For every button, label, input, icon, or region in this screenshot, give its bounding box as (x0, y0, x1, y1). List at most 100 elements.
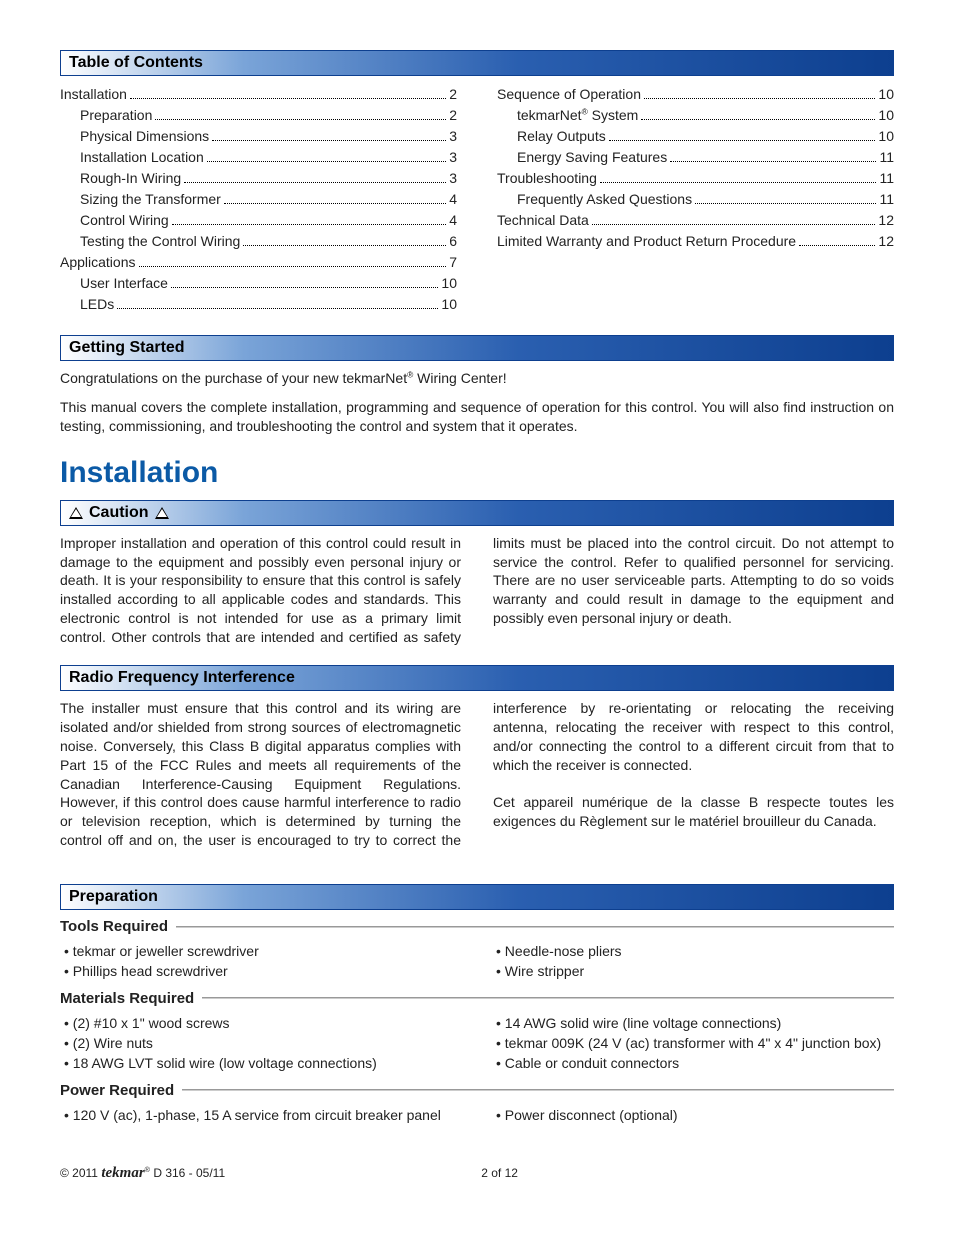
toc-entry: Testing the Control Wiring6 (60, 231, 457, 252)
power-required-rule: Power Required (60, 1082, 894, 1099)
toc-leader-dots (212, 140, 446, 141)
toc-label: Relay Outputs (517, 126, 606, 147)
toc-label: Preparation (80, 105, 152, 126)
materials-bullets: (2) #10 x 1" wood screws(2) Wire nuts18 … (60, 1013, 894, 1074)
toc-label: Physical Dimensions (80, 126, 209, 147)
power-bullets: 120 V (ac), 1-phase, 15 A service from c… (60, 1105, 894, 1125)
materials-right-col: 14 AWG solid wire (line voltage connecti… (492, 1013, 894, 1074)
toc-label: Technical Data (497, 210, 589, 231)
toc-entry: tekmarNet® System 10 (497, 105, 894, 126)
tools-bullets: tekmar or jeweller screwdriverPhillips h… (60, 941, 894, 982)
toc-page-number: 3 (449, 126, 457, 147)
rule-line (202, 997, 894, 999)
toc-left-column: Installation2Preparation 2 Physical Dimens… (60, 84, 457, 315)
toc-leader-dots (130, 98, 446, 99)
toc-leader-dots (695, 203, 876, 204)
toc-page-number: 12 (878, 210, 894, 231)
installation-title: Installation (60, 456, 894, 490)
toc-entry: Control Wiring 4 (60, 210, 457, 231)
toc-entry: LEDs 10 (60, 294, 457, 315)
toc-leader-dots (139, 266, 447, 267)
toc-page-number: 10 (878, 126, 894, 147)
toc-leader-dots (224, 203, 446, 204)
gs-p1a: Congratulations on the purchase of your … (60, 370, 407, 386)
list-item: 18 AWG LVT solid wire (low voltage conne… (64, 1053, 462, 1073)
toc-leader-dots (641, 119, 875, 120)
toc-leader-dots (171, 287, 438, 288)
toc-leader-dots (172, 224, 447, 225)
toc-leader-dots (207, 161, 446, 162)
toc-leader-dots (609, 140, 876, 141)
toc-page-number: 2 (449, 105, 457, 126)
toc-label: Energy Saving Features (517, 147, 667, 168)
toc-label: tekmarNet® System (517, 105, 638, 126)
toc-container: Installation2Preparation 2 Physical Dimens… (60, 84, 894, 315)
toc-right-column: Sequence of Operation10tekmarNet® System… (497, 84, 894, 315)
toc-header: Table of Contents (60, 50, 894, 76)
toc-page-number: 10 (441, 273, 457, 294)
list-item: 14 AWG solid wire (line voltage connecti… (496, 1013, 894, 1033)
toc-page-number: 3 (449, 147, 457, 168)
list-item: (2) Wire nuts (64, 1033, 462, 1053)
toc-page-number: 4 (449, 210, 457, 231)
list-item: Needle-nose pliers (496, 941, 894, 961)
toc-page-number: 11 (879, 147, 894, 168)
warning-icon (155, 507, 169, 519)
toc-page-number: 11 (879, 189, 894, 210)
toc-leader-dots (184, 182, 446, 183)
toc-entry: Limited Warranty and Product Return Proc… (497, 231, 894, 252)
toc-leader-dots (117, 308, 438, 309)
toc-entry: Troubleshooting11 (497, 168, 894, 189)
toc-entry: Sizing the Transformer4 (60, 189, 457, 210)
caution-header: Caution (60, 500, 894, 526)
tools-required-title: Tools Required (60, 918, 176, 935)
toc-page-number: 2 (449, 84, 457, 105)
toc-leader-dots (243, 245, 446, 246)
toc-label: Testing the Control Wiring (80, 231, 240, 252)
rfi-p2: Cet appareil numérique de la classe B re… (493, 794, 894, 829)
list-item: Phillips head screwdriver (64, 961, 462, 981)
document-page: Table of Contents Installation2Preparati… (0, 0, 954, 1212)
toc-entry: Preparation 2 (60, 105, 457, 126)
copyright-pre: © 2011 (60, 1166, 101, 1180)
materials-required-rule: Materials Required (60, 990, 894, 1007)
power-required-title: Power Required (60, 1082, 182, 1099)
list-item: Power disconnect (optional) (496, 1105, 894, 1125)
rfi-body: The installer must ensure that this cont… (60, 699, 894, 850)
list-item: Wire stripper (496, 961, 894, 981)
toc-entry: Sequence of Operation10 (497, 84, 894, 105)
caution-body: Improper installation and operation of t… (60, 534, 894, 647)
power-left-col: 120 V (ac), 1-phase, 15 A service from c… (60, 1105, 462, 1125)
power-right-col: Power disconnect (optional) (492, 1105, 894, 1125)
toc-label: Sequence of Operation (497, 84, 641, 105)
warning-icon (69, 507, 83, 519)
toc-label: Control Wiring (80, 210, 169, 231)
toc-leader-dots (592, 224, 876, 225)
tools-required-rule: Tools Required (60, 918, 894, 935)
toc-entry: Installation2 (60, 84, 457, 105)
toc-entry: Rough-In Wiring3 (60, 168, 457, 189)
toc-page-number: 10 (878, 105, 894, 126)
toc-entry: User Interface10 (60, 273, 457, 294)
page-footer: © 2011 tekmar® D 316 - 05/11 2 of 12 (60, 1165, 894, 1182)
toc-leader-dots (670, 161, 876, 162)
toc-label: Sizing the Transformer (80, 189, 221, 210)
footer-left: © 2011 tekmar® D 316 - 05/11 (60, 1165, 225, 1182)
toc-entry: Applications7 (60, 252, 457, 273)
rule-line (176, 926, 894, 928)
toc-entry: Energy Saving Features 11 (497, 147, 894, 168)
page-number: 2 of 12 (481, 1166, 518, 1180)
toc-entry: Frequently Asked Questions11 (497, 189, 894, 210)
getting-started-p1: Congratulations on the purchase of your … (60, 369, 894, 388)
toc-entry: Installation Location 3 (60, 147, 457, 168)
toc-entry: Technical Data 12 (497, 210, 894, 231)
rfi-header: Radio Frequency Interference (60, 665, 894, 691)
toc-page-number: 10 (441, 294, 457, 315)
toc-entry: Relay Outputs 10 (497, 126, 894, 147)
toc-label: Installation Location (80, 147, 204, 168)
list-item: 120 V (ac), 1-phase, 15 A service from c… (64, 1105, 462, 1125)
preparation-header: Preparation (60, 884, 894, 910)
doc-id: D 316 - 05/11 (153, 1166, 225, 1180)
toc-label: Applications (60, 252, 136, 273)
toc-label: LEDs (80, 294, 114, 315)
